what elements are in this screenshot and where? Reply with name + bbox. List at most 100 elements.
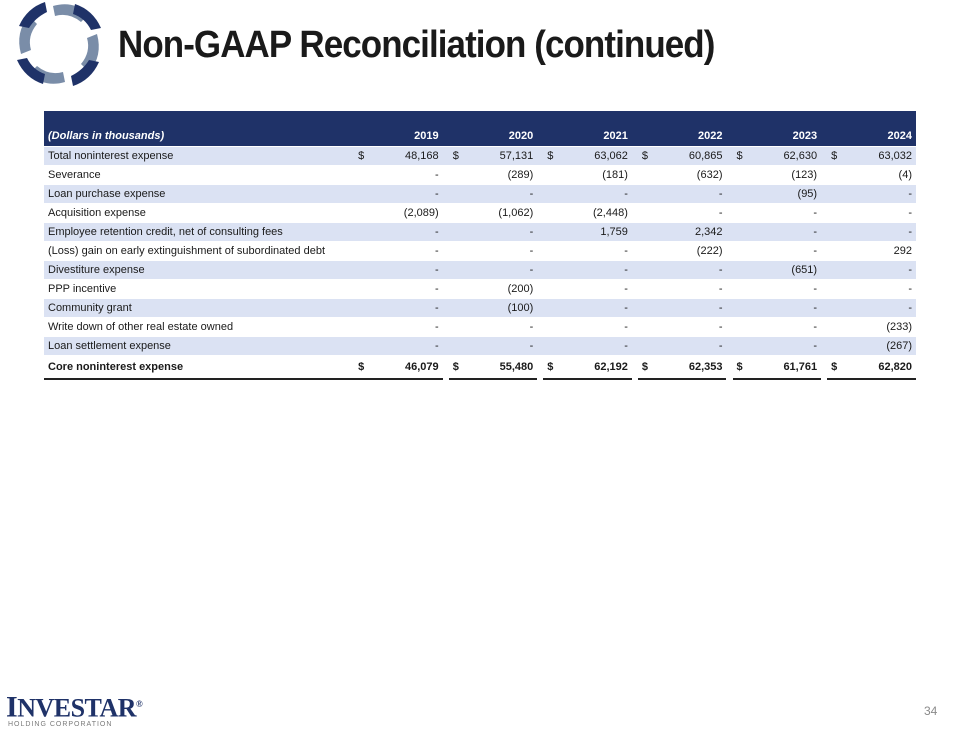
currency-symbol <box>827 260 850 280</box>
column-gap <box>631 298 638 318</box>
currency-symbol <box>354 336 377 356</box>
currency-symbol <box>827 165 850 185</box>
currency-symbol: $ <box>827 355 850 380</box>
currency-symbol <box>448 260 471 280</box>
column-gap <box>442 126 449 147</box>
value-cell: - <box>470 336 538 356</box>
column-gap <box>726 317 733 337</box>
column-gap <box>537 222 544 242</box>
column-gap <box>631 279 638 299</box>
table-row: Total noninterest expense $48,168 $57,131 $… <box>44 146 916 166</box>
value-cell: 292 <box>849 241 916 261</box>
value-cell: (200) <box>470 279 538 299</box>
value-cell: (4) <box>849 165 916 185</box>
currency-symbol <box>827 184 850 204</box>
value-cell: - <box>754 298 822 318</box>
value-cell: 62,820 <box>849 355 916 380</box>
table-row: Acquisition expense (2,089) (1,062) (2,448)… <box>44 203 916 223</box>
value-cell: (289) <box>470 165 538 185</box>
currency-symbol <box>827 298 850 318</box>
value-cell: 60,865 <box>660 146 727 166</box>
column-gap <box>537 146 544 166</box>
value-cell: - <box>565 260 632 280</box>
row-label: PPP incentive <box>44 279 355 299</box>
table-row: (Loss) gain on early extinguishment of s… <box>44 241 916 261</box>
value-cell: (632) <box>660 165 727 185</box>
column-gap <box>726 203 733 223</box>
currency-symbol <box>354 165 377 185</box>
value-cell: (181) <box>565 165 632 185</box>
year-header-2019: 2019 <box>354 126 443 147</box>
currency-symbol <box>637 279 661 299</box>
currency-symbol: $ <box>543 146 566 166</box>
currency-symbol: $ <box>448 146 471 166</box>
reconciliation-table-container: (Dollars in thousands) 2019 2020 2021 2022 2… <box>44 111 916 380</box>
column-gap <box>821 279 828 299</box>
currency-symbol <box>543 317 566 337</box>
table-row: PPP incentive - (200) - - - - <box>44 279 916 299</box>
currency-symbol <box>448 203 471 223</box>
currency-symbol <box>732 203 755 223</box>
currency-symbol <box>448 298 471 318</box>
column-gap <box>631 336 638 356</box>
value-cell: - <box>660 279 727 299</box>
year-header-2022: 2022 <box>637 126 727 147</box>
column-gap <box>537 184 544 204</box>
column-gap <box>537 241 544 261</box>
currency-symbol: $ <box>543 355 566 380</box>
unit-label: (Dollars in thousands) <box>44 126 355 147</box>
year-header-2020: 2020 <box>448 126 538 147</box>
column-gap <box>631 184 638 204</box>
column-gap <box>442 336 449 356</box>
currency-symbol <box>827 336 850 356</box>
value-cell: 62,353 <box>660 355 727 380</box>
currency-symbol: $ <box>732 355 755 380</box>
column-gap <box>726 279 733 299</box>
row-label: Community grant <box>44 298 355 318</box>
currency-symbol: $ <box>827 146 850 166</box>
column-gap <box>442 203 449 223</box>
currency-symbol <box>543 165 566 185</box>
year-header-2023: 2023 <box>732 126 822 147</box>
value-cell: - <box>565 184 632 204</box>
value-cell: (2,448) <box>565 203 632 223</box>
value-cell: - <box>565 317 632 337</box>
currency-symbol <box>354 260 377 280</box>
currency-symbol: $ <box>354 355 377 380</box>
currency-symbol: $ <box>732 146 755 166</box>
column-gap <box>726 165 733 185</box>
table-row: Severance - (289) (181) (632) (123) (4) <box>44 165 916 185</box>
column-gap <box>821 298 828 318</box>
currency-symbol <box>543 241 566 261</box>
value-cell: - <box>376 298 443 318</box>
currency-symbol <box>732 241 755 261</box>
currency-symbol <box>732 222 755 242</box>
column-gap <box>821 222 828 242</box>
value-cell: - <box>754 241 822 261</box>
value-cell: 63,032 <box>849 146 916 166</box>
currency-symbol <box>543 222 566 242</box>
value-cell: - <box>565 241 632 261</box>
value-cell: - <box>565 336 632 356</box>
value-cell: - <box>376 279 443 299</box>
currency-symbol <box>354 184 377 204</box>
currency-symbol <box>637 298 661 318</box>
currency-symbol <box>637 203 661 223</box>
row-label: Write down of other real estate owned <box>44 317 355 337</box>
value-cell: - <box>660 260 727 280</box>
currency-symbol <box>543 298 566 318</box>
currency-symbol <box>448 165 471 185</box>
row-label: Employee retention credit, net of consul… <box>44 222 355 242</box>
currency-symbol <box>637 222 661 242</box>
currency-symbol <box>732 184 755 204</box>
reconciliation-table: (Dollars in thousands) 2019 2020 2021 2022 2… <box>44 111 916 380</box>
value-cell: 55,480 <box>470 355 538 380</box>
column-gap <box>631 355 638 379</box>
value-cell: - <box>470 317 538 337</box>
value-cell: - <box>754 317 822 337</box>
value-cell: (123) <box>754 165 822 185</box>
currency-symbol: $ <box>637 146 661 166</box>
value-cell: (95) <box>754 184 822 204</box>
column-gap <box>726 222 733 242</box>
value-cell: - <box>660 203 727 223</box>
